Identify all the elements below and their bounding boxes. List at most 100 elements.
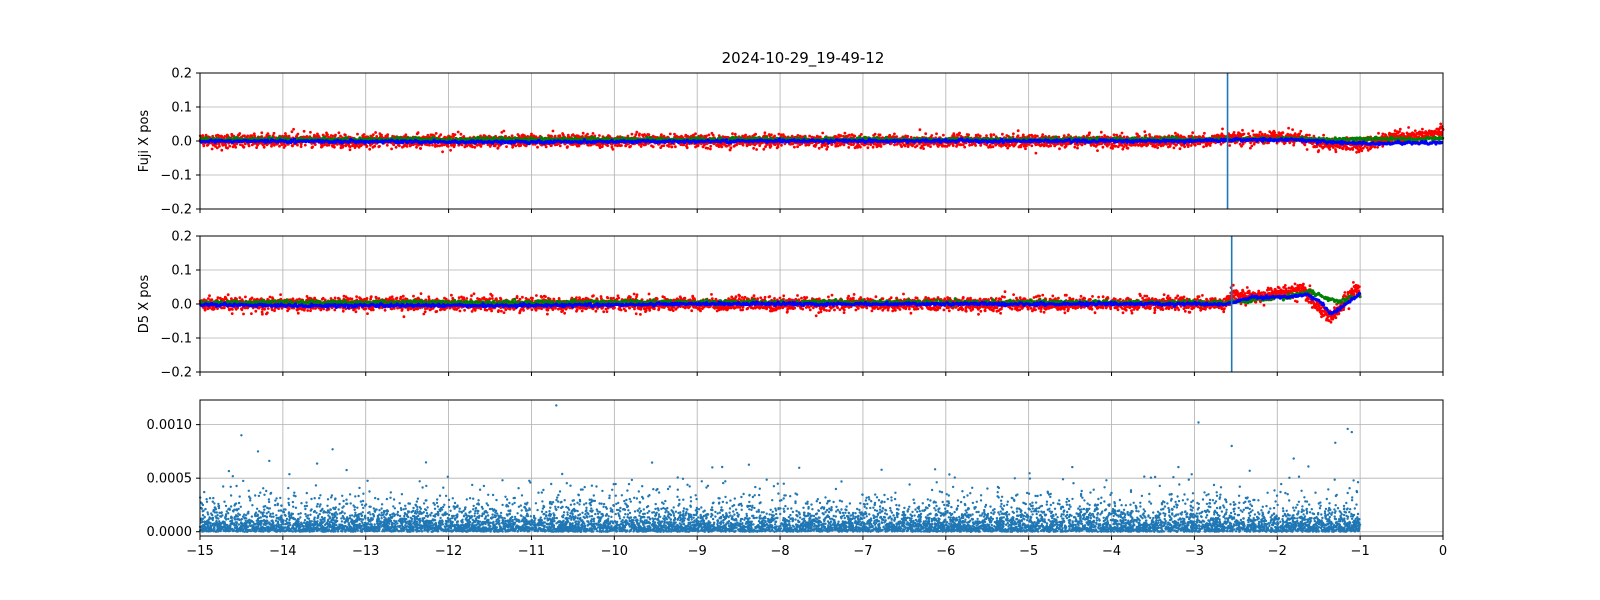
data-point [348,145,352,149]
data-point [674,145,677,149]
data-point [826,145,829,149]
data-point [1293,132,1297,136]
data-point [505,145,508,149]
data-point [341,144,345,148]
data-point [1016,129,1020,133]
data-point [591,132,595,135]
data-point [1407,126,1410,129]
data-point [1281,131,1285,135]
data-point [386,133,390,137]
data-point [246,134,250,138]
data-point [299,145,303,149]
data-point [1189,144,1193,147]
data-point [1213,134,1216,138]
data-point [720,145,724,149]
data-point [373,144,377,148]
data-point [234,145,238,149]
data-point [796,145,799,149]
data-point [705,134,708,138]
data-point [685,146,689,150]
data-point [333,145,336,149]
data-point [635,130,639,134]
data-point [843,131,847,135]
data-point [344,144,348,148]
data-point [744,133,747,137]
data-point [436,144,439,148]
data-point [1191,131,1195,135]
data-point [1303,143,1307,147]
data-point [1365,146,1369,150]
data-point [365,144,369,148]
data-point [1111,147,1114,150]
data-point [848,133,851,137]
data-point [368,147,372,151]
data-point [1334,150,1338,154]
data-point [978,134,982,138]
data-point [963,145,967,149]
data-point [1120,131,1124,135]
data-point [303,143,307,147]
data-point [215,146,219,150]
data-point [321,144,324,148]
data-point [292,127,295,131]
data-point [339,134,342,138]
data-point [866,146,870,150]
data-point [224,143,228,147]
data-point [1067,133,1070,137]
data-point [639,145,643,148]
data-point [1317,149,1321,152]
data-point [611,147,615,151]
data-point [1351,148,1355,151]
data-point [305,135,309,138]
data-point [1439,122,1443,126]
data-point [1377,131,1380,135]
data-point [1175,143,1178,147]
data-point [291,144,294,148]
data-point [287,134,291,138]
data-point [647,133,651,137]
data-point [893,143,896,147]
data-point [847,146,851,149]
data-point [247,144,251,148]
data-point [991,145,995,149]
data-point [741,143,745,147]
data-point [667,145,671,148]
data-point [250,134,254,138]
data-point [431,143,434,147]
data-point [638,132,641,136]
data-point [210,147,214,151]
data-point [769,144,773,148]
data-point [1322,133,1325,137]
data-point [729,146,733,150]
data-point [634,133,638,137]
data-point [218,144,221,148]
data-point [694,132,697,136]
data-point [375,135,379,138]
data-point [1398,130,1401,134]
data-point [243,134,246,138]
data-point [220,148,224,152]
data-point [922,147,925,151]
data-point [392,143,396,147]
data-point [1073,145,1077,149]
data-point [1031,134,1034,138]
data-point [586,132,589,136]
data-point [879,145,883,148]
data-point [915,144,919,148]
data-point [398,144,401,148]
data-point [1096,149,1099,153]
data-point [1008,143,1012,147]
data-point [202,144,206,148]
data-point [859,145,862,149]
data-point [709,147,712,151]
data-point [670,145,674,149]
data-point [711,133,715,137]
data-point [311,145,314,149]
data-point [777,132,781,136]
data-point [1174,131,1177,135]
data-point [296,132,300,136]
data-point [1156,146,1159,150]
data-point [544,145,548,149]
data-point [1112,133,1116,137]
data-point [390,147,393,151]
